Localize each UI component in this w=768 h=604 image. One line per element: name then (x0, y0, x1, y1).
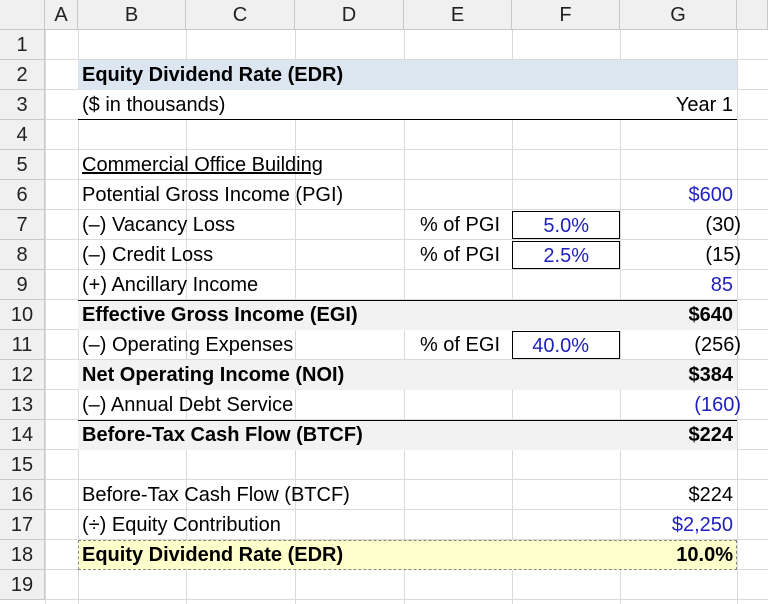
column-header: A (45, 0, 78, 30)
cell-value: Year 1 (675, 94, 733, 116)
row-header: 3 (0, 90, 45, 120)
row-fill (78, 420, 737, 450)
cell-label: (+) Ancillary Income (82, 274, 259, 296)
grid-line (45, 479, 768, 480)
row-header: 9 (0, 270, 45, 300)
row-header: 8 (0, 240, 45, 270)
cell-label: (–) Operating Expenses (82, 334, 294, 356)
grid-line (45, 539, 768, 540)
grid-line (45, 359, 768, 360)
cell-value: (160) (694, 394, 741, 416)
cell-label: Before-Tax Cash Flow (BTCF) (82, 424, 363, 446)
grid-line (45, 239, 768, 240)
row-header: 19 (0, 570, 45, 600)
cell-label: ($ in thousands) (82, 94, 226, 116)
column-header: D (295, 0, 404, 30)
row-header: 13 (0, 390, 45, 420)
column-header: C (186, 0, 295, 30)
row-header: 6 (0, 180, 45, 210)
cell-label: Equity Dividend Rate (EDR) (82, 64, 344, 86)
grid-line (45, 599, 768, 600)
cell-label: Before-Tax Cash Flow (BTCF) (82, 484, 350, 506)
cell-value: $640 (688, 304, 734, 326)
cell-value: $2,250 (671, 514, 733, 536)
row-fill (78, 60, 737, 90)
row-header: 17 (0, 510, 45, 540)
row-header: 1 (0, 30, 45, 60)
cell-label: (–) Credit Loss (82, 244, 214, 266)
cell-value: $384 (688, 364, 734, 386)
column-header: E (404, 0, 512, 30)
cell-basis: % of EGI (419, 334, 500, 356)
cell-value: (30) (705, 214, 741, 236)
row-header: 2 (0, 60, 45, 90)
input-cell: 2.5% (512, 241, 620, 269)
cell-value: $600 (688, 184, 734, 206)
row-fill (78, 540, 737, 570)
cell-label: Potential Gross Income (PGI) (82, 184, 344, 206)
cell-basis: % of PGI (419, 244, 500, 266)
row-header: 18 (0, 540, 45, 570)
cell-basis: % of PGI (419, 214, 500, 236)
grid-line (45, 419, 768, 420)
grid-line (45, 30, 46, 604)
grid-line (45, 59, 768, 60)
cell-label: Equity Dividend Rate (EDR) (82, 544, 344, 566)
input-cell: 5.0% (512, 211, 620, 239)
grid-line (45, 149, 768, 150)
row-header: 12 (0, 360, 45, 390)
cell-label: Effective Gross Income (EGI) (82, 304, 358, 326)
row-header: 16 (0, 480, 45, 510)
row-fill (78, 90, 737, 120)
grid-line (45, 209, 768, 210)
cell-value: $224 (688, 484, 734, 506)
grid-line (45, 179, 768, 180)
cell-value: 10.0% (676, 544, 733, 566)
row-fill (78, 360, 737, 390)
row-header: 10 (0, 300, 45, 330)
input-cell: 40.0% (512, 331, 620, 359)
cell-label: Commercial Office Building (82, 154, 323, 176)
row-header: 14 (0, 420, 45, 450)
row-header: 4 (0, 120, 45, 150)
row-header: 5 (0, 150, 45, 180)
grid-line (45, 509, 768, 510)
column-header: B (78, 0, 186, 30)
cell-label: (÷) Equity Contribution (82, 514, 281, 536)
row-header: 11 (0, 330, 45, 360)
cell-label: Net Operating Income (NOI) (82, 364, 345, 386)
column-header: F (512, 0, 620, 30)
cell-label: (–) Vacancy Loss (82, 214, 236, 236)
row-header: 15 (0, 450, 45, 480)
grid-line (45, 299, 768, 300)
row-header: 7 (0, 210, 45, 240)
grid-line (45, 269, 768, 270)
corner (0, 0, 45, 30)
row-fill (78, 300, 737, 330)
cell-value: (15) (705, 244, 741, 266)
column-header (737, 0, 768, 30)
cell-value: (256) (694, 334, 741, 356)
cell-value: $224 (688, 424, 734, 446)
cell-value: 85 (710, 274, 733, 296)
grid-line (737, 30, 738, 604)
column-header: G (620, 0, 737, 30)
cell-label: (–) Annual Debt Service (82, 394, 294, 416)
